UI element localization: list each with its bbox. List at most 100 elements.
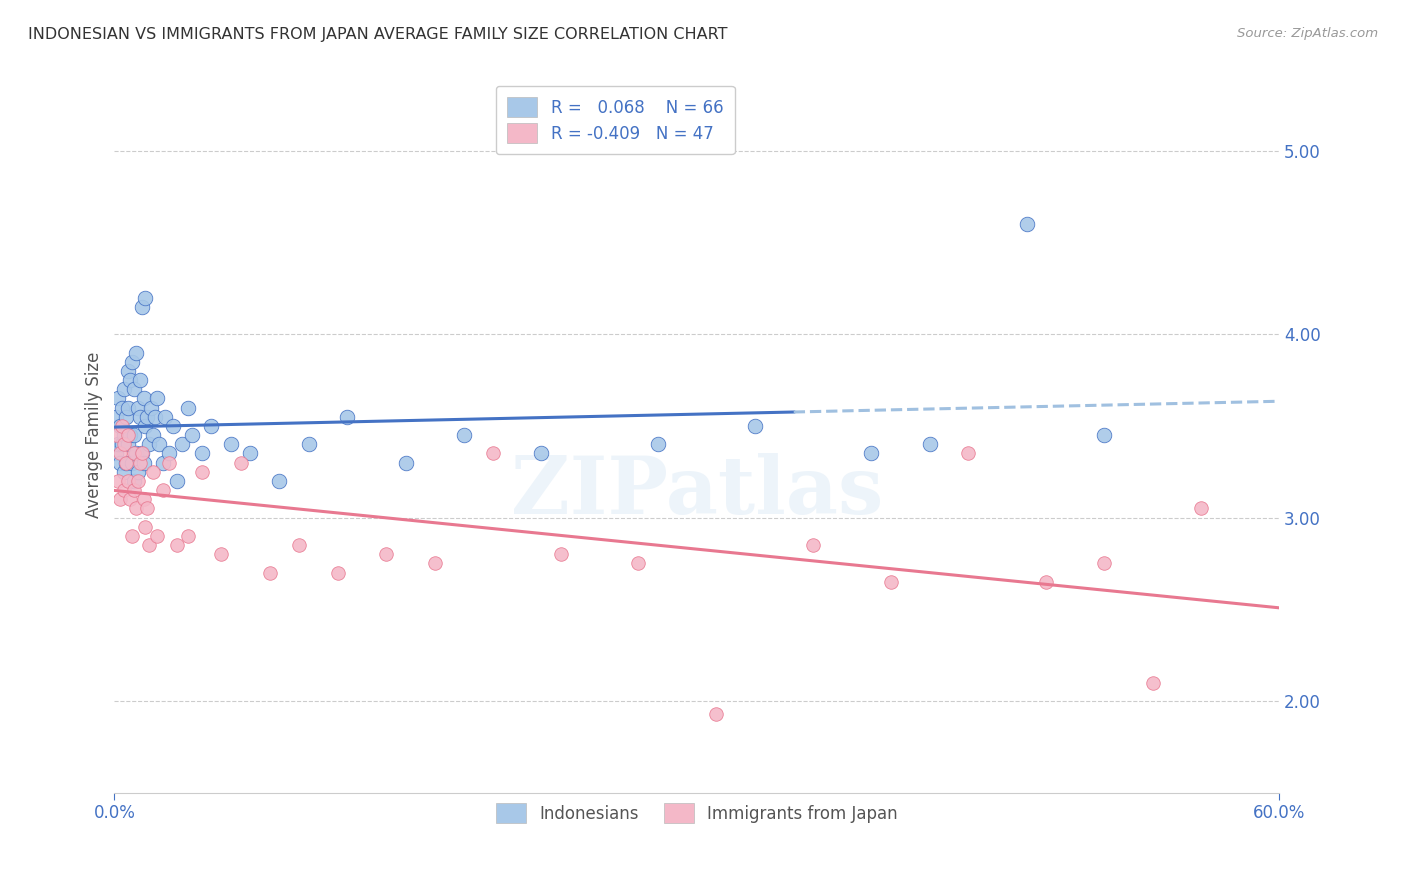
Point [1015,217,1038,231]
Point [112,437,135,451]
Point [152,483,174,497]
Point [125,501,148,516]
Point [121,529,143,543]
Point [121,354,143,368]
Point [259,566,281,580]
Point [132,456,155,470]
Point [127,401,149,415]
Point [131,446,153,460]
Point [132,392,155,406]
Point [131,446,153,460]
Point [860,446,883,460]
Point [209,547,232,561]
Point [162,418,184,433]
Point [453,428,475,442]
Point [146,392,169,406]
Point [143,409,166,424]
Point [239,446,262,460]
Point [134,520,156,534]
Point [118,428,141,442]
Point [117,474,139,488]
Point [647,437,669,451]
Point [134,418,156,433]
Point [336,409,359,424]
Point [117,364,139,378]
Point [111,418,134,433]
Point [105,428,128,442]
Point [134,291,156,305]
Point [136,409,159,424]
Point [107,437,129,451]
Point [107,392,129,406]
Point [110,492,132,507]
Point [105,446,128,460]
Point [1092,428,1115,442]
Point [1142,675,1164,690]
Point [148,437,170,451]
Point [110,456,132,470]
Point [530,446,553,460]
Point [112,428,135,442]
Point [288,538,311,552]
Point [132,492,155,507]
Point [423,557,446,571]
Text: ZIPatlas: ZIPatlas [510,453,883,532]
Point [117,437,139,451]
Point [166,538,188,552]
Point [880,574,903,589]
Point [105,409,128,424]
Point [115,456,138,470]
Point [110,446,132,460]
Point [141,401,163,415]
Point [127,474,149,488]
Point [115,409,138,424]
Point [550,547,572,561]
Legend: Indonesians, Immigrants from Japan: Indonesians, Immigrants from Japan [484,792,910,834]
Point [138,538,160,552]
Point [136,501,159,516]
Point [157,446,180,460]
Point [177,529,200,543]
Y-axis label: Average Family Size: Average Family Size [86,351,103,518]
Point [118,492,141,507]
Point [1092,557,1115,571]
Text: Source: ZipAtlas.com: Source: ZipAtlas.com [1237,27,1378,40]
Point [152,456,174,470]
Point [375,547,398,561]
Point [115,456,138,470]
Point [153,409,176,424]
Point [111,437,134,451]
Point [627,557,650,571]
Point [128,456,150,470]
Point [125,446,148,460]
Point [128,373,150,387]
Point [111,401,134,415]
Point [200,418,222,433]
Point [181,428,204,442]
Point [1189,501,1212,516]
Point [957,446,980,460]
Point [122,474,145,488]
Point [190,446,212,460]
Point [229,456,252,470]
Point [112,483,135,497]
Point [801,538,824,552]
Point [1035,574,1057,589]
Point [112,382,135,396]
Point [117,401,139,415]
Point [138,437,160,451]
Point [157,456,180,470]
Point [142,465,165,479]
Point [190,465,212,479]
Point [125,345,148,359]
Point [131,300,153,314]
Point [128,409,150,424]
Point [166,474,188,488]
Point [482,446,505,460]
Point [394,456,416,470]
Point [117,428,139,442]
Point [297,437,319,451]
Point [122,483,145,497]
Point [744,418,766,433]
Point [122,446,145,460]
